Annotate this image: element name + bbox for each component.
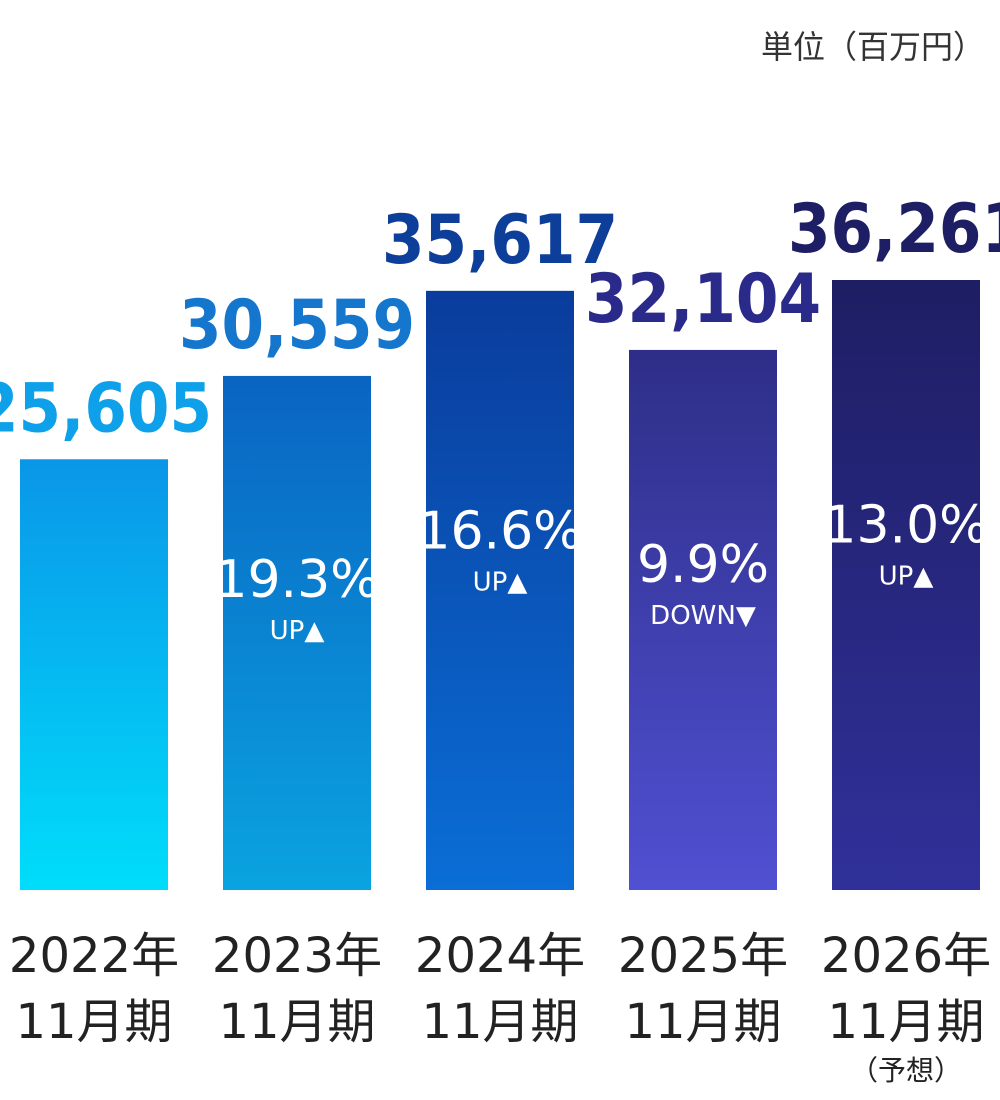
category-period-label: 11月期 <box>218 994 375 1050</box>
change-direction-label: DOWN▼ <box>650 601 756 631</box>
category-period-label: 11月期 <box>624 994 781 1050</box>
change-direction-label: UP▲ <box>879 561 934 591</box>
category-year-label: 2024年 <box>415 928 585 984</box>
change-percent-label: 16.6% <box>417 501 582 561</box>
bars-layer: 25,605 2022年 11月期 30,559 19.3% UP▲ 2023年 11月期 35… <box>0 190 1000 1087</box>
change-percent-label: 19.3% <box>214 550 379 610</box>
bar-2024 <box>426 290 574 890</box>
change-percent-label: 13.0% <box>823 495 988 555</box>
value-label: 32,104 <box>585 260 821 339</box>
bar-2025 <box>629 349 777 891</box>
change-direction-label: UP▲ <box>473 567 528 597</box>
bar-2022 <box>20 459 168 890</box>
bar-2023 <box>223 375 371 891</box>
category-year-label: 2026年 <box>821 928 991 984</box>
value-label: 35,617 <box>382 201 618 280</box>
category-period-label: 11月期 <box>421 994 578 1050</box>
unit-label: 単位（百万円） <box>761 28 985 66</box>
value-label: 36,261 <box>788 190 1000 269</box>
category-period-label: 11月期 <box>15 994 172 1050</box>
change-direction-label: UP▲ <box>270 616 325 646</box>
bar-2026 <box>832 280 980 890</box>
category-period-label: 11月期 <box>827 994 984 1050</box>
change-percent-label: 9.9% <box>637 535 769 595</box>
category-note-label: （予想） <box>850 1054 962 1087</box>
value-label: 30,559 <box>179 286 415 365</box>
category-year-label: 2025年 <box>618 928 788 984</box>
value-label: 25,605 <box>0 369 212 448</box>
category-year-label: 2023年 <box>212 928 382 984</box>
category-year-label: 2022年 <box>9 928 179 984</box>
